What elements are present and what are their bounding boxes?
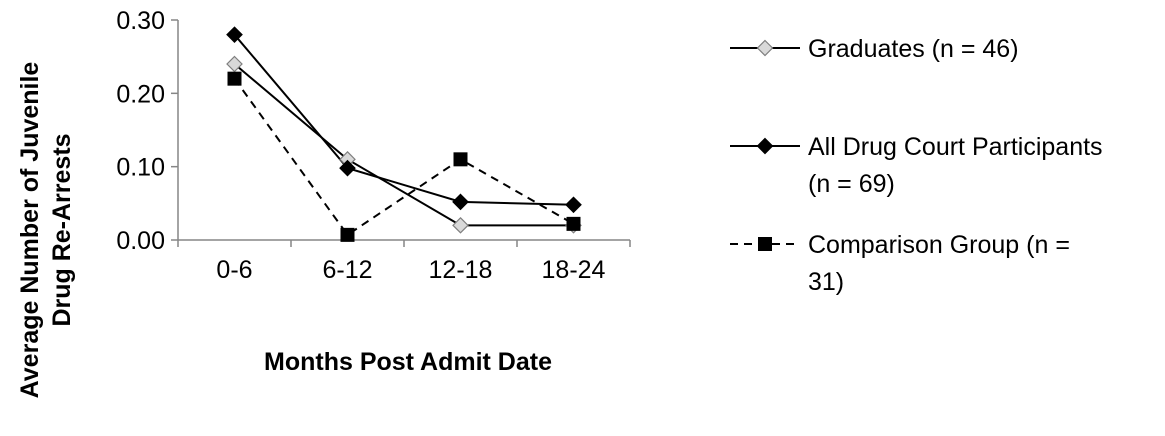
series-lines (233, 34, 574, 237)
legend-marker-graduates (756, 39, 774, 57)
x-tick-labels: 0-6 6-12 12-18 18-24 (216, 256, 605, 284)
data-point-all-drug-court-participants (226, 26, 243, 44)
x-tick-label: 18-24 (542, 256, 606, 284)
legend-label-all-drug-court-participants: (n = 69) (808, 170, 895, 198)
legend-label-all-drug-court-participants: All Drug Court Participants (808, 133, 1103, 161)
legend: Graduates (n = 46) All Drug Court Partici… (730, 35, 1103, 296)
series-line-graduates (233, 63, 574, 227)
legend-marker-comparison-group (758, 237, 772, 251)
y-tick-label: 0.30 (116, 7, 165, 35)
y-axis-title-line-2: Drug Re-Arrests (48, 133, 76, 326)
legend-label-comparison-group: Comparison Group (n = (808, 231, 1070, 259)
data-point-graduates (452, 216, 469, 234)
legend-item-comparison-group: Comparison Group (n = 31) (730, 231, 1070, 296)
data-point-comparison-group (340, 227, 355, 242)
data-point-all-drug-court-participants (452, 193, 469, 211)
series-markers (226, 26, 582, 242)
y-tick-labels: 0.00 0.10 0.20 0.30 (116, 7, 165, 255)
data-point-all-drug-court-participants (565, 196, 582, 214)
series-line-comparison-group (233, 78, 574, 237)
data-point-comparison-group (453, 152, 468, 167)
series-line-all-drug-court-participants (233, 34, 574, 206)
y-axis-title: Average Number of Juvenile Drug Re-Arres… (16, 62, 76, 399)
data-point-comparison-group (566, 216, 581, 231)
data-point-graduates (226, 55, 243, 73)
x-tick-label: 0-6 (216, 256, 252, 284)
y-axis-title-line-1: Average Number of Juvenile (16, 62, 44, 399)
y-tick-label: 0.10 (116, 154, 165, 182)
y-tick-label: 0.00 (116, 227, 165, 255)
legend-label-comparison-group: 31) (808, 268, 844, 296)
y-tick-label: 0.20 (116, 80, 165, 108)
x-tick-label: 6-12 (322, 256, 372, 284)
legend-marker-all-drug-court-participants (756, 137, 774, 155)
legend-label-graduates: Graduates (n = 46) (808, 35, 1019, 63)
legend-item-graduates: Graduates (n = 46) (730, 35, 1019, 63)
legend-item-all-drug-court-participants: All Drug Court Participants (n = 69) (730, 133, 1103, 198)
x-tick-label: 12-18 (429, 256, 493, 284)
data-point-comparison-group (227, 71, 242, 86)
data-point-all-drug-court-participants (339, 159, 356, 177)
x-axis-title: Months Post Admit Date (264, 348, 552, 376)
axes (171, 19, 631, 247)
